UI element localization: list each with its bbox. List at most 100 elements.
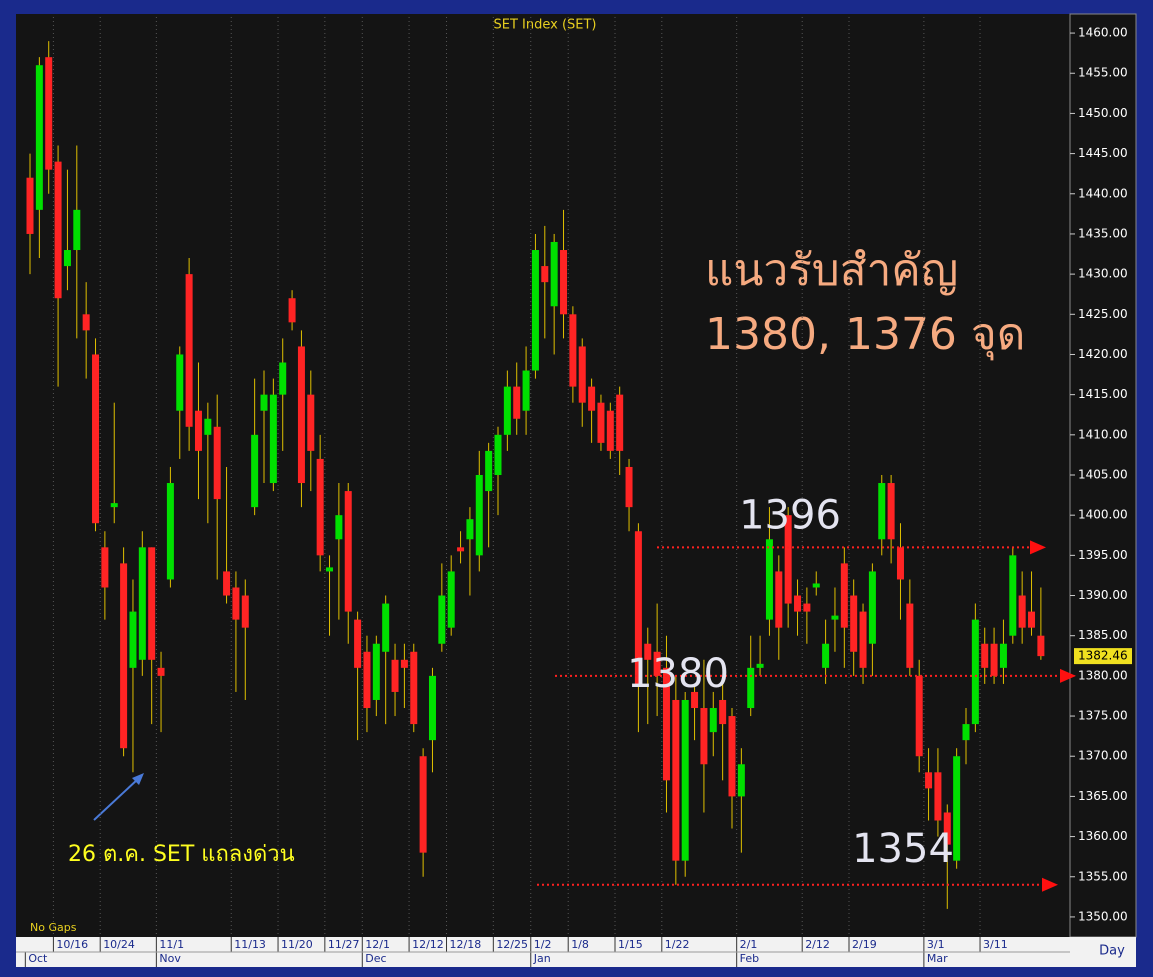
- candle-body: [1028, 611, 1036, 628]
- last-price-label: 1382.46: [1078, 649, 1128, 663]
- candle-body: [709, 708, 717, 733]
- candle-body: [531, 250, 539, 371]
- y-tick-label: 1370.00: [1078, 749, 1128, 763]
- candle-body: [990, 643, 998, 676]
- y-tick-label: 1360.00: [1078, 829, 1128, 843]
- candle-body: [737, 764, 745, 797]
- candle-body: [756, 663, 764, 668]
- y-axis-area: [1069, 13, 1137, 938]
- candle-body: [999, 643, 1007, 668]
- month-label: Dec: [365, 952, 386, 965]
- candle-body: [326, 567, 334, 572]
- candle-body: [400, 659, 408, 668]
- candle-body: [794, 595, 802, 612]
- candle-body: [372, 643, 380, 700]
- x-tick-label: 1/2: [534, 938, 552, 951]
- y-tick-label: 1355.00: [1078, 869, 1128, 883]
- candle-body: [896, 547, 904, 580]
- y-tick-label: 1450.00: [1078, 106, 1128, 120]
- annotation-arrowhead: [132, 773, 144, 785]
- month-label: Jan: [533, 952, 551, 965]
- candle-body: [962, 724, 970, 741]
- candle-body: [503, 386, 511, 435]
- candle-body: [700, 708, 708, 765]
- x-tick-label: 12/18: [450, 938, 482, 951]
- candle-body: [560, 250, 568, 315]
- candle-body: [822, 643, 830, 668]
- candle-body: [391, 659, 399, 692]
- candle-body: [1037, 635, 1045, 657]
- y-tick-label: 1410.00: [1078, 427, 1128, 441]
- candle-body: [597, 402, 605, 443]
- y-tick-label: 1385.00: [1078, 628, 1128, 642]
- x-tick-label: 2/12: [805, 938, 830, 951]
- y-tick-label: 1375.00: [1078, 709, 1128, 723]
- y-tick-label: 1440.00: [1078, 186, 1128, 200]
- candle-body: [878, 483, 886, 540]
- x-tick-label: 11/13: [234, 938, 266, 951]
- candle-body: [925, 772, 933, 789]
- y-tick-label: 1415.00: [1078, 387, 1128, 401]
- candle-body: [148, 547, 156, 660]
- level-arrowhead: [1042, 877, 1058, 892]
- candle-body: [625, 466, 633, 508]
- candle-body: [138, 547, 146, 660]
- y-tick-label: 1460.00: [1078, 26, 1128, 40]
- plot-area: [16, 14, 1070, 937]
- candle-body: [541, 266, 549, 283]
- candle-body: [803, 603, 811, 612]
- candle-body: [419, 756, 427, 853]
- candle-body: [129, 611, 137, 668]
- candle-body: [644, 643, 652, 660]
- candle-body: [54, 161, 62, 299]
- candle-body: [279, 362, 287, 395]
- candle-body: [251, 434, 259, 508]
- candle-body: [223, 571, 231, 596]
- candle-body: [569, 314, 577, 387]
- candle-body: [316, 458, 324, 556]
- candle-body: [288, 298, 296, 323]
- candle-body: [775, 571, 783, 628]
- month-label: Feb: [740, 952, 759, 965]
- candle-body: [428, 675, 436, 741]
- candle-body: [606, 410, 614, 451]
- candle-body: [953, 756, 961, 861]
- candle-body: [438, 595, 446, 644]
- candle-body: [1018, 595, 1026, 628]
- chart-title: SET Index (SET): [493, 18, 596, 33]
- y-tick-label: 1395.00: [1078, 548, 1128, 562]
- candle-body: [915, 675, 923, 757]
- level-label: 1354: [852, 826, 954, 872]
- candle-body: [475, 475, 483, 556]
- candle-body: [307, 394, 315, 451]
- candle-body: [176, 354, 184, 411]
- candle-body: [494, 434, 502, 475]
- candle-body: [616, 394, 624, 451]
- candle-body: [194, 410, 202, 451]
- month-label: Oct: [28, 952, 48, 965]
- candle-body: [26, 177, 34, 234]
- y-tick-label: 1430.00: [1078, 267, 1128, 281]
- level-arrowhead: [1060, 668, 1076, 683]
- x-tick-label: 2/19: [852, 938, 877, 951]
- candle-body: [868, 571, 876, 644]
- candle-body: [840, 563, 848, 628]
- candle-body: [213, 426, 221, 500]
- candle-body: [269, 394, 277, 484]
- y-tick-label: 1420.00: [1078, 347, 1128, 361]
- candle-body: [260, 394, 268, 411]
- candle-body: [728, 716, 736, 797]
- candle-body: [354, 619, 362, 668]
- annotation: 26 ต.ค. SET แถลงด่วน: [68, 842, 295, 867]
- y-tick-label: 1390.00: [1078, 588, 1128, 602]
- x-tick-label: 1/22: [665, 938, 690, 951]
- candle-body: [241, 595, 249, 628]
- candle-body: [1009, 555, 1017, 636]
- candle-body: [812, 583, 820, 588]
- y-tick-label: 1435.00: [1078, 226, 1128, 240]
- x-tick-label: 2/1: [740, 938, 758, 951]
- candle-body: [73, 209, 81, 251]
- candle-body: [82, 314, 90, 331]
- candle-body: [934, 772, 942, 821]
